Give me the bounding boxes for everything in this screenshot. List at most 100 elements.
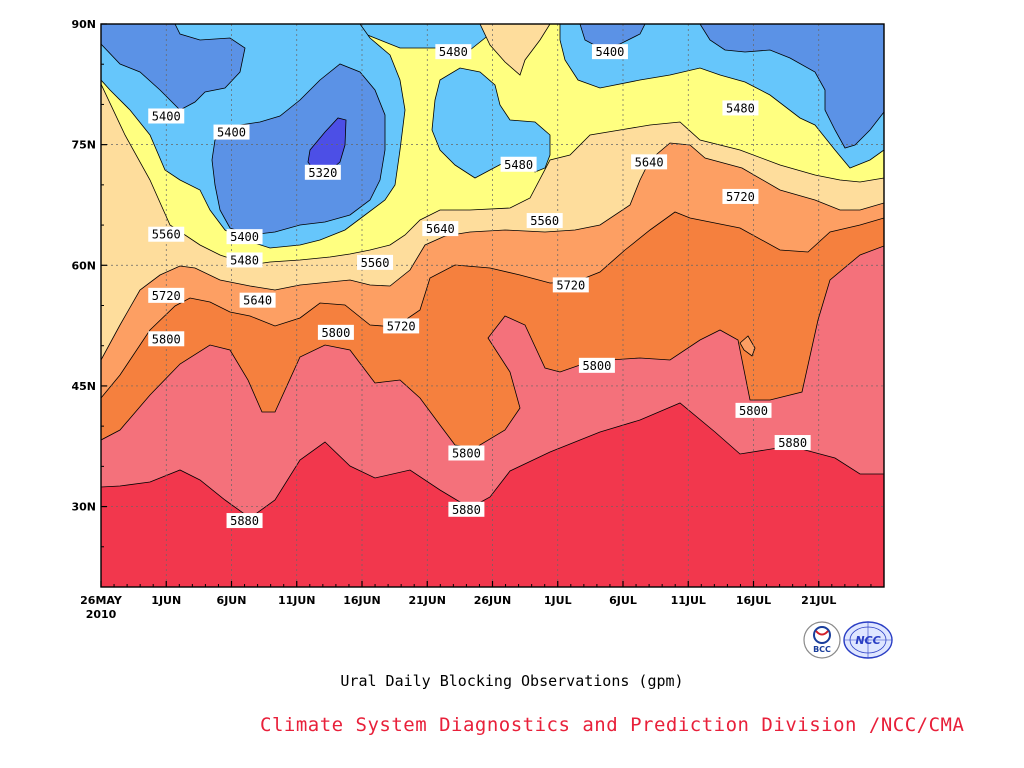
contour-label-bg xyxy=(148,331,185,347)
contour-label-text: 5800 xyxy=(321,326,350,340)
contour-label-bg xyxy=(383,318,420,334)
contour-label-text: 5880 xyxy=(452,503,481,517)
contour-label-text: 5880 xyxy=(230,514,259,528)
contour-label-bg xyxy=(226,229,263,245)
contour-label-bg xyxy=(148,108,185,124)
y-tick-label: 60N xyxy=(71,259,96,272)
y-tick-label: 75N xyxy=(71,139,96,152)
contour-label: 5480 xyxy=(435,44,472,60)
contour-label-text: 5480 xyxy=(230,253,259,267)
contour-label-text: 5560 xyxy=(530,214,559,228)
contour-label-text: 5800 xyxy=(152,332,181,346)
contour-label: 5480 xyxy=(722,100,759,116)
contour-label-bg xyxy=(422,221,459,237)
contour-label: 5400 xyxy=(148,108,185,124)
contour-label-text: 5720 xyxy=(726,190,755,204)
contour-label-bg xyxy=(500,156,537,172)
contour-label: 5400 xyxy=(213,124,250,140)
contour-label-bg xyxy=(774,435,811,451)
chart-title: Ural Daily Blocking Observations (gpm) xyxy=(340,672,684,690)
contour-label-bg xyxy=(526,213,563,229)
contour-label: 5800 xyxy=(317,324,354,340)
contour-label-bg xyxy=(722,100,759,116)
band-5320-northeast xyxy=(579,24,646,49)
contour-label-bg xyxy=(435,44,472,60)
contour-label: 5880 xyxy=(774,435,811,451)
contour-label: 5720 xyxy=(552,277,589,293)
x-tick-label: 26MAY xyxy=(80,594,123,607)
contour-label-text: 5640 xyxy=(635,155,664,169)
bcc-logo: BCC xyxy=(803,621,841,659)
contour-label-bg xyxy=(213,124,250,140)
contour-label-bg xyxy=(722,188,759,204)
contour-label: 5720 xyxy=(148,287,185,303)
x-tick-label: 21JUL xyxy=(801,594,836,607)
contour-label: 5640 xyxy=(239,292,276,308)
contour-label-text: 5400 xyxy=(152,109,181,123)
contour-label-text: 5400 xyxy=(595,45,624,59)
contour-label-bg xyxy=(304,164,341,180)
band-5320-center xyxy=(211,63,386,236)
contour-label: 5880 xyxy=(226,513,263,529)
contour-label-bg xyxy=(591,44,628,60)
x-tick-label: 21JUN xyxy=(408,594,446,607)
axis-ticks: 26MAY 1JUN 6JUN 11JUN 16JUN 21JUN 26JUN 1JUL 6JU… xyxy=(71,18,872,621)
contour-label-text: 5640 xyxy=(243,294,272,308)
contour-label: 5560 xyxy=(148,226,185,242)
x-tick-label: 11JUN xyxy=(278,594,316,607)
contour-label-bg xyxy=(448,501,485,517)
contour-label: 5880 xyxy=(448,501,485,517)
contour-label: 5720 xyxy=(383,318,420,334)
contour-label-bg xyxy=(226,252,263,268)
contour-label: 5560 xyxy=(357,254,394,270)
x-tick-label: 16JUN xyxy=(343,594,381,607)
x-tick-label: 26JUN xyxy=(474,594,512,607)
contour-label: 5800 xyxy=(578,357,615,373)
contour-label: 5800 xyxy=(735,402,772,418)
contour-label: 5400 xyxy=(591,44,628,60)
x-tick-label: 1JUN xyxy=(151,594,181,607)
x-tick-label: 6JUL xyxy=(609,594,637,607)
y-tick-label: 30N xyxy=(71,501,96,514)
contour-label-text: 5880 xyxy=(778,436,807,450)
contour-label: 5400 xyxy=(226,229,263,245)
bcc-logo-text: BCC xyxy=(813,645,831,654)
contour-label-bg xyxy=(239,292,276,308)
contour-label-text: 5400 xyxy=(217,126,246,140)
y-tick-label: 90N xyxy=(71,18,96,31)
contour-label-text: 5720 xyxy=(152,289,181,303)
contour-label-bg xyxy=(357,254,394,270)
contour-label-text: 5400 xyxy=(230,230,259,244)
contour-label: 5320 xyxy=(304,164,341,180)
ncc-logo-text: NCC xyxy=(855,634,880,647)
contour-label-bg xyxy=(148,226,185,242)
x-tick-label: 11JUL xyxy=(671,594,706,607)
contour-label-text: 5320 xyxy=(308,166,337,180)
contour-labels: 5400 5400 5320 5400 5480 5480 5400 5480 5560 5480… xyxy=(148,44,811,529)
contour-label-bg xyxy=(448,445,485,461)
x-tick-label: 16JUL xyxy=(736,594,771,607)
contour-label: 5800 xyxy=(448,445,485,461)
contour-label-bg xyxy=(226,513,263,529)
contour-label-text: 5480 xyxy=(439,45,468,59)
contour-label-text: 5640 xyxy=(426,222,455,236)
contour-label: 5480 xyxy=(500,156,537,172)
contour-label-text: 5720 xyxy=(556,278,585,292)
contour-label: 5640 xyxy=(422,221,459,237)
contour-label-text: 5480 xyxy=(726,101,755,115)
band-5560-top xyxy=(479,24,551,76)
band-5720-spot xyxy=(739,335,756,357)
contour-label: 5800 xyxy=(148,331,185,347)
contour-label-text: 5560 xyxy=(361,256,390,270)
contour-label-text: 5720 xyxy=(387,319,416,333)
band-5320-northeast-b xyxy=(699,24,884,149)
contour-label-bg xyxy=(735,402,772,418)
contour-label-bg xyxy=(317,324,354,340)
band-5400-island-a xyxy=(431,67,551,179)
contour-label-bg xyxy=(148,287,185,303)
contour-label-text: 5480 xyxy=(504,158,533,172)
contour-label-text: 5560 xyxy=(152,228,181,242)
contour-label: 5720 xyxy=(722,188,759,204)
contour-label: 5560 xyxy=(526,213,563,229)
